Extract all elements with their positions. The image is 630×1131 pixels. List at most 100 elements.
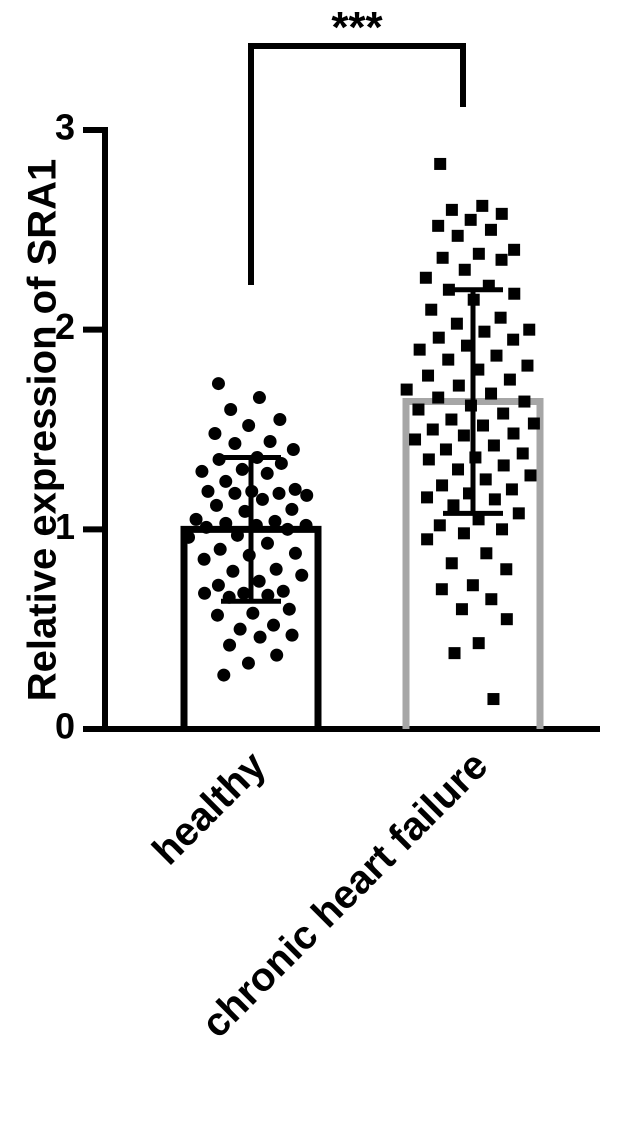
data-point-healthy xyxy=(285,628,299,642)
data-point-chronic-heart-failure xyxy=(496,523,509,536)
data-point-chronic-heart-failure xyxy=(409,433,422,446)
data-point-chronic-heart-failure xyxy=(432,391,445,404)
data-point-healthy xyxy=(198,586,212,600)
data-point-healthy xyxy=(195,464,209,478)
data-point-chronic-heart-failure xyxy=(432,219,445,232)
data-point-chronic-heart-failure xyxy=(500,613,513,626)
data-point-chronic-heart-failure xyxy=(435,583,448,596)
data-point-chronic-heart-failure xyxy=(494,311,507,324)
data-point-healthy xyxy=(211,578,225,592)
data-point-chronic-heart-failure xyxy=(464,399,477,412)
data-point-healthy xyxy=(210,608,224,622)
data-point-chronic-heart-failure xyxy=(503,373,516,386)
data-point-chronic-heart-failure xyxy=(505,483,518,496)
data-point-chronic-heart-failure xyxy=(521,359,534,372)
data-point-chronic-heart-failure xyxy=(451,229,464,242)
data-point-chronic-heart-failure xyxy=(507,427,520,440)
data-point-healthy xyxy=(286,442,300,456)
data-point-healthy xyxy=(219,516,233,530)
data-point-healthy xyxy=(242,548,256,562)
data-point-healthy xyxy=(228,436,242,450)
data-point-healthy xyxy=(300,488,314,502)
data-point-healthy xyxy=(209,498,223,512)
data-point-chronic-heart-failure xyxy=(462,487,475,500)
y-axis-label: Relative expression of SRA1 xyxy=(21,159,65,701)
data-point-chronic-heart-failure xyxy=(439,443,452,456)
data-point-healthy xyxy=(263,434,277,448)
data-point-chronic-heart-failure xyxy=(469,451,482,464)
data-point-healthy xyxy=(255,492,269,506)
data-point-chronic-heart-failure xyxy=(467,293,480,306)
data-point-healthy xyxy=(252,391,266,405)
data-point-chronic-heart-failure xyxy=(495,253,508,266)
data-point-healthy xyxy=(299,518,313,532)
data-point-healthy xyxy=(268,514,282,528)
data-point-healthy xyxy=(230,528,244,542)
data-point-chronic-heart-failure xyxy=(452,379,465,392)
data-point-chronic-heart-failure xyxy=(433,519,446,532)
data-point-chronic-heart-failure xyxy=(412,403,425,416)
data-point-healthy xyxy=(182,530,196,544)
data-point-chronic-heart-failure xyxy=(419,271,432,284)
data-point-chronic-heart-failure xyxy=(523,323,536,336)
data-point-healthy xyxy=(228,486,242,500)
data-point-chronic-heart-failure xyxy=(518,395,531,408)
data-point-healthy xyxy=(281,522,295,536)
data-point-chronic-heart-failure xyxy=(500,563,513,576)
data-point-chronic-heart-failure xyxy=(487,693,500,706)
data-point-chronic-heart-failure xyxy=(472,247,485,260)
data-point-healthy xyxy=(285,502,299,516)
data-point-healthy xyxy=(260,466,274,480)
data-point-chronic-heart-failure xyxy=(484,223,497,236)
data-point-chronic-heart-failure xyxy=(527,417,540,430)
data-point-healthy xyxy=(208,426,222,440)
data-point-chronic-heart-failure xyxy=(434,157,447,170)
data-point-healthy xyxy=(295,568,309,582)
data-point-chronic-heart-failure xyxy=(445,413,458,426)
data-point-healthy xyxy=(226,564,240,578)
data-point-chronic-heart-failure xyxy=(490,349,503,362)
data-point-chronic-heart-failure xyxy=(507,333,520,346)
data-point-healthy xyxy=(288,482,302,496)
data-point-chronic-heart-failure xyxy=(448,647,461,660)
data-point-chronic-heart-failure xyxy=(485,387,498,400)
data-point-chronic-heart-failure xyxy=(422,453,435,466)
data-point-healthy xyxy=(269,562,283,576)
data-point-healthy xyxy=(288,546,302,560)
error-bars xyxy=(221,287,503,604)
data-point-chronic-heart-failure xyxy=(472,363,485,376)
data-point-chronic-heart-failure xyxy=(482,279,495,292)
data-point-chronic-heart-failure xyxy=(455,603,468,616)
data-point-chronic-heart-failure xyxy=(480,547,493,560)
data-point-chronic-heart-failure xyxy=(460,339,473,352)
y-tick-label: 2 xyxy=(55,306,75,347)
data-point-chronic-heart-failure xyxy=(458,263,471,276)
data-point-chronic-heart-failure xyxy=(479,473,492,486)
data-point-healthy xyxy=(201,484,215,498)
data-point-healthy xyxy=(252,574,266,588)
data-point-chronic-heart-failure xyxy=(485,593,498,606)
data-point-healthy xyxy=(223,638,237,652)
data-point-chronic-heart-failure xyxy=(472,513,485,526)
data-point-healthy xyxy=(272,486,286,500)
data-point-healthy xyxy=(242,419,256,433)
data-point-chronic-heart-failure xyxy=(425,303,438,316)
data-point-healthy xyxy=(189,512,203,526)
data-point-chronic-heart-failure xyxy=(432,331,445,344)
data-point-healthy xyxy=(274,456,288,470)
data-point-chronic-heart-failure xyxy=(445,557,458,570)
data-point-chronic-heart-failure xyxy=(445,203,458,216)
data-point-healthy xyxy=(246,606,260,620)
data-point-healthy xyxy=(217,668,231,682)
data-point-chronic-heart-failure xyxy=(497,407,510,420)
data-point-chronic-heart-failure xyxy=(436,479,449,492)
data-point-chronic-heart-failure xyxy=(421,533,434,546)
data-point-chronic-heart-failure xyxy=(488,493,501,506)
data-point-chronic-heart-failure xyxy=(421,491,434,504)
data-point-healthy xyxy=(270,648,284,662)
data-point-healthy xyxy=(273,413,287,427)
data-point-chronic-heart-failure xyxy=(426,423,439,436)
data-point-chronic-heart-failure xyxy=(516,447,529,460)
y-tick-label: 0 xyxy=(55,706,75,747)
